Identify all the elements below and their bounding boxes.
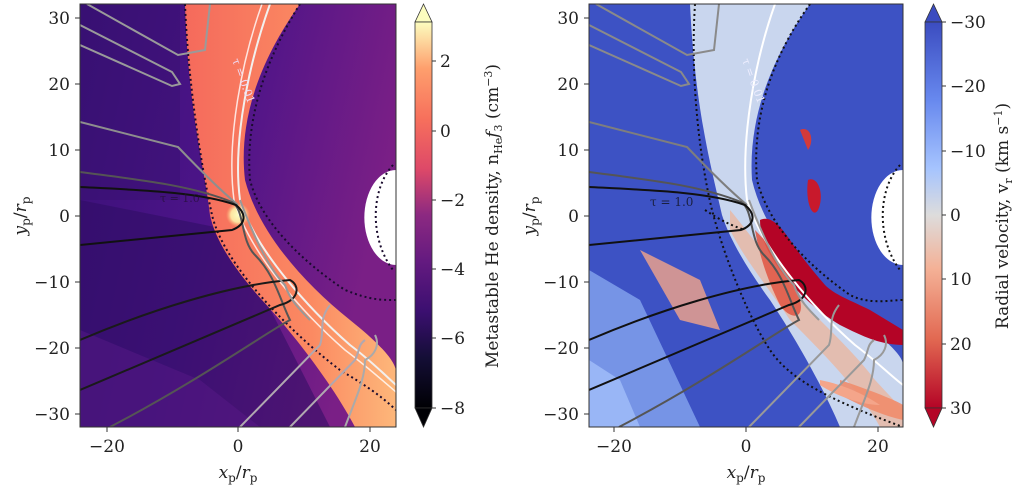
red-infall-region <box>760 218 903 345</box>
right-x-ticks: −20 0 20 <box>596 427 889 457</box>
svg-text:−10: −10 <box>543 273 579 293</box>
svg-text:20: 20 <box>48 75 70 95</box>
left-colorbar-label: Metastable He density, nHef3 (cm−3) <box>482 64 505 368</box>
svg-text:0: 0 <box>568 207 579 227</box>
svg-text:20: 20 <box>557 75 579 95</box>
svg-text:0: 0 <box>233 437 244 457</box>
svg-text:−10: −10 <box>950 142 986 162</box>
svg-text:0: 0 <box>440 122 451 142</box>
left-y-axis-label: yp/rp <box>11 196 33 236</box>
right-x-axis-label: xp/rp <box>727 463 766 485</box>
svg-text:−10: −10 <box>34 273 70 293</box>
svg-text:20: 20 <box>950 335 972 355</box>
svg-text:10: 10 <box>557 141 579 161</box>
svg-text:30: 30 <box>950 399 972 419</box>
right-y-axis-label: yp/rp <box>520 196 542 236</box>
left-x-ticks: −20 0 20 <box>89 427 381 457</box>
svg-text:0: 0 <box>59 207 70 227</box>
svg-text:30: 30 <box>48 9 70 29</box>
svg-text:30: 30 <box>557 9 579 29</box>
svg-text:2: 2 <box>440 52 451 72</box>
star-cutout <box>364 170 396 265</box>
svg-text:20: 20 <box>867 437 889 457</box>
svg-text:−20: −20 <box>543 339 579 359</box>
colorbar-extend-min <box>924 3 943 23</box>
svg-text:20: 20 <box>359 437 381 457</box>
svg-text:0: 0 <box>950 206 961 226</box>
svg-text:−20: −20 <box>950 77 986 97</box>
svg-text:−6: −6 <box>440 329 465 349</box>
right-y-ticks: 30 20 10 0 −10 −20 −30 <box>543 9 589 425</box>
right-colorbar-label: Radial velocity, vr (km s−1) <box>992 103 1015 329</box>
svg-text:−30: −30 <box>34 405 70 425</box>
svg-text:−30: −30 <box>543 405 579 425</box>
svg-text:0: 0 <box>741 437 752 457</box>
tau-1-label-left: τ = 1.0 <box>160 192 200 205</box>
svg-text:−2: −2 <box>440 191 465 211</box>
svg-text:−20: −20 <box>89 437 125 457</box>
svg-text:−20: −20 <box>34 339 70 359</box>
svg-text:10: 10 <box>48 141 70 161</box>
svg-text:−8: −8 <box>440 399 465 419</box>
tau-1-label-right: τ = 1.0 <box>650 195 693 209</box>
right-colorbar: −30 −20 −10 0 10 20 30 <box>924 3 986 428</box>
svg-text:10: 10 <box>950 270 972 290</box>
left-y-ticks: 30 20 10 0 −10 −20 −30 <box>34 9 80 425</box>
colorbar-extend-max <box>414 3 433 23</box>
right-heatmap-panel <box>589 4 903 427</box>
left-heatmap-panel <box>80 4 396 427</box>
left-x-axis-label: xp/rp <box>219 463 258 485</box>
svg-text:−4: −4 <box>440 260 465 280</box>
colorbar-extend-max <box>924 407 943 428</box>
colorbar-extend-min <box>414 407 433 428</box>
metastable-he-arc <box>185 4 396 427</box>
left-colorbar: 2 0 −2 −4 −6 −8 <box>414 3 465 428</box>
svg-text:−20: −20 <box>596 437 632 457</box>
svg-text:−30: −30 <box>950 13 986 33</box>
